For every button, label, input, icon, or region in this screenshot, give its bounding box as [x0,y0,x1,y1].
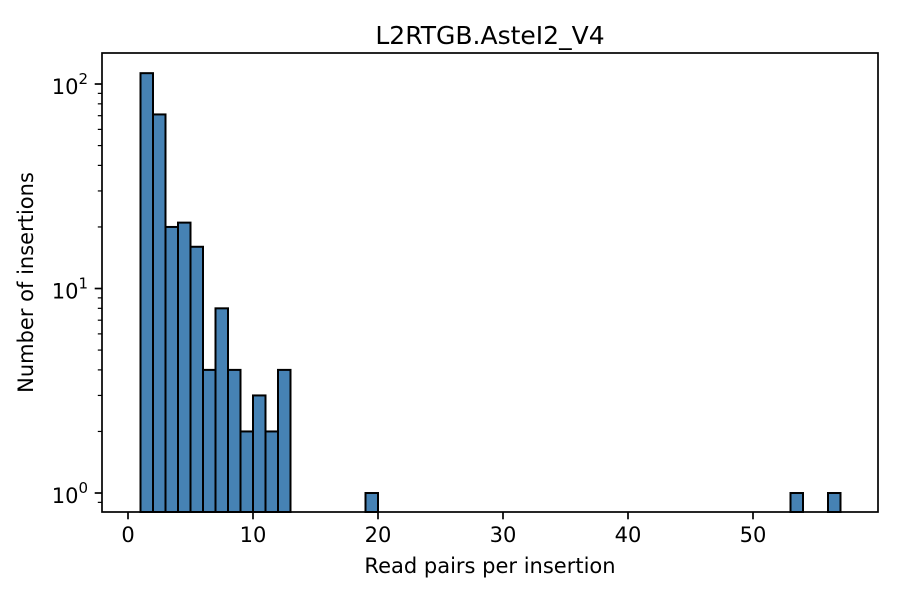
histogram-bar [789,492,804,514]
histogram-bar [202,368,217,514]
y-tick-label: 101 [52,275,88,304]
x-tick-label: 20 [365,523,392,547]
x-tick-label: 30 [490,523,517,547]
histogram-bar [264,430,279,513]
x-tick-label: 10 [240,523,267,547]
histogram-bar [139,72,154,513]
histogram-bar [277,368,292,514]
y-tick-label: 102 [52,70,88,99]
histogram-bar [152,113,167,513]
x-axis-label: Read pairs per insertion [364,554,615,578]
plot-frame [101,52,879,513]
histogram-bar [177,221,192,513]
plot-area: 0 10 20 30 40 50 100 101 102 [52,52,879,547]
histogram-bar [214,307,229,513]
chart-title: L2RTGB.AsteI2_V4 [375,21,604,50]
histogram-bar [227,368,242,514]
histogram-bar [827,492,842,514]
x-tick-label: 40 [615,523,642,547]
x-tick-label: 50 [740,523,767,547]
histogram-bar [364,492,379,514]
y-axis-label: Number of insertions [14,172,38,393]
histogram-bar [189,245,204,513]
histogram-bar [164,225,179,514]
x-tick-label: 0 [121,523,134,547]
histogram-bar [252,394,267,513]
histogram-bar [239,430,254,513]
y-tick-label: 100 [52,479,88,508]
